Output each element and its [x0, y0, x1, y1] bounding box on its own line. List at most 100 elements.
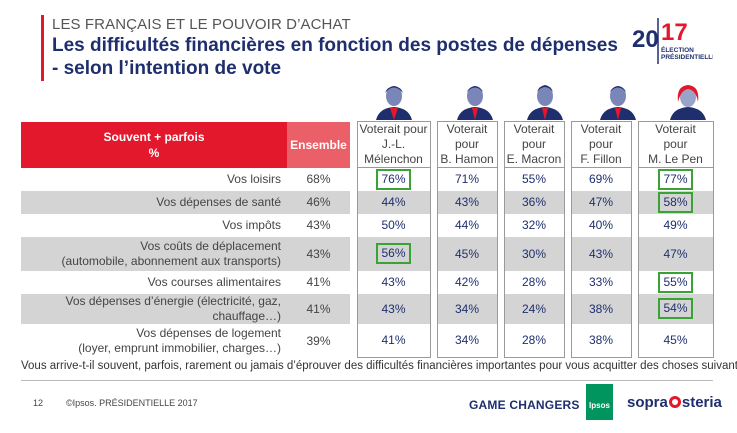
cell-ensemble: 41% [287, 293, 350, 324]
results-table: Souvent + parfois % Ensemble Voterait po… [21, 121, 714, 358]
row-label-line-2: (loyer, emprunt immobilier, charges…) [78, 340, 281, 355]
cell-melenchon: 43% [356, 270, 431, 294]
cell-melenchon: 50% [356, 213, 431, 237]
title-accent-bar [41, 15, 44, 81]
cell-ensemble: 68% [306, 172, 331, 186]
cell-ensemble: 43% [306, 218, 331, 232]
cell-le-pen: 54% [637, 293, 714, 324]
cell-macron: 30% [503, 236, 565, 271]
table-row: Vos courses alimentaires 41% 43% 42% 28%… [21, 270, 714, 294]
header-macron-l2: pour [521, 137, 547, 151]
table-row: Vos coûts de déplacement (automobile, ab… [21, 236, 714, 271]
portrait-le-pen [670, 85, 706, 120]
header-le-pen: Voterait pour M. Le Pen [637, 121, 714, 168]
header-hamon: Voterait pour B. Hamon [436, 121, 498, 168]
cell-le-pen: 49% [637, 213, 714, 237]
logo-year-a: 20 [632, 26, 659, 53]
cell-melenchon: 56% [356, 236, 431, 271]
cell-fillon: 43% [570, 236, 632, 271]
cell-macron: 36% [503, 190, 565, 214]
header-fillon-l1: Voterait [580, 122, 622, 136]
highlight-box: 55% [658, 271, 693, 293]
cell-melenchon: 44% [356, 190, 431, 214]
highlight-box: 56% [376, 243, 411, 264]
header-le-pen-l3: M. Le Pen [648, 152, 703, 166]
sopra-steria-logo: sopra steria [627, 394, 722, 411]
cell-fillon: 38% [570, 293, 632, 324]
row-label: Vos dépenses d’énergie (électricité, gaz… [21, 293, 287, 324]
header-macron-l3: E. Macron [506, 152, 562, 166]
cell-ensemble: 41% [306, 275, 331, 289]
cell-fillon: 38% [570, 323, 632, 358]
table-row: Vos dépenses de logement (loyer, emprunt… [21, 323, 714, 358]
cell-hamon: 45% [436, 236, 498, 271]
survey-question: Vous arrive-t-il souvent, parfois, rarem… [21, 360, 737, 372]
logo-caption-2: PRÉSIDENTIELLE [661, 52, 713, 61]
cell-melenchon: 76% [356, 167, 431, 191]
header-melenchon: Voterait pour J.-L. Mélenchon [356, 121, 431, 168]
row-label: Vos courses alimentaires [147, 274, 281, 289]
cell-macron: 28% [503, 270, 565, 294]
cell-hamon: 34% [436, 293, 498, 324]
cell-hamon: 44% [436, 213, 498, 237]
table-row: Vos loisirs 68% 76% 71% 55% 69% 77% [21, 167, 714, 191]
row-label: Vos loisirs [226, 171, 281, 186]
logo-caption-1: ÉLECTION [661, 45, 694, 54]
header-main-line-2: % [148, 145, 160, 160]
highlight-box: 58% [658, 191, 693, 213]
cell-hamon: 42% [436, 270, 498, 294]
cell-le-pen: 47% [637, 236, 714, 271]
cell-le-pen: 77% [637, 167, 714, 191]
game-changers-logo: GAME CHANGERS [469, 398, 580, 412]
portrait-macron [527, 85, 563, 120]
header-fillon-l3: F. Fillon [580, 152, 622, 166]
header-le-pen-l1: Voterait [655, 122, 696, 136]
cell-macron: 24% [503, 293, 565, 324]
row-label-line-1: Vos dépenses de logement [136, 325, 281, 340]
cell-melenchon: 41% [356, 323, 431, 358]
cell-macron: 28% [503, 323, 565, 358]
title-line-1: Les difficultés financières en fonction … [52, 35, 618, 56]
cell-hamon: 43% [436, 190, 498, 214]
table-row: Vos impôts 43% 50% 44% 32% 40% 49% [21, 213, 714, 237]
cell-ensemble: 43% [287, 236, 350, 271]
highlight-box: 77% [658, 168, 693, 190]
header-main-line-1: Souvent + parfois [103, 129, 205, 144]
cell-fillon: 33% [570, 270, 632, 294]
cell-ensemble: 46% [287, 190, 350, 214]
cell-ensemble: 39% [306, 333, 331, 348]
row-label: Vos impôts [222, 217, 281, 232]
header-ensemble: Ensemble [287, 121, 350, 168]
header-souvent-parfois: Souvent + parfois % [21, 121, 287, 168]
header-melenchon-l3: Mélenchon [364, 152, 423, 166]
page-number: 12 [33, 398, 44, 408]
cell-fillon: 47% [570, 190, 632, 214]
header-melenchon-l2: J.-L. [381, 137, 406, 151]
highlight-box: 54% [658, 298, 693, 319]
cell-le-pen: 45% [637, 323, 714, 358]
row-label: Vos dépenses de santé [21, 190, 287, 214]
cell-fillon: 40% [570, 213, 632, 237]
logo-year-b: 17 [661, 19, 688, 46]
ipsos-logo: Ipsos [586, 384, 613, 420]
header-hamon-l1: Voterait [446, 122, 488, 136]
table-row: Vos dépenses d’énergie (électricité, gaz… [21, 293, 714, 324]
header-fillon-l2: pour [588, 137, 614, 151]
portrait-melenchon [376, 86, 412, 120]
cell-hamon: 34% [436, 323, 498, 358]
cell-le-pen: 55% [637, 270, 714, 294]
row-label-line-1: Vos coûts de déplacement [140, 238, 281, 253]
page-title: Les difficultés financières en fonction … [52, 34, 618, 80]
header-macron: Voterait pour E. Macron [503, 121, 565, 168]
header-le-pen-l2: pour [663, 137, 688, 151]
header-fillon: Voterait pour F. Fillon [570, 121, 632, 168]
title-line-2: - selon l’intention de vote [52, 58, 282, 79]
row-label-line-2: (automobile, abonnement aux transports) [61, 253, 281, 268]
cell-macron: 55% [503, 167, 565, 191]
header-hamon-l2: pour [454, 137, 480, 151]
cell-le-pen: 58% [637, 190, 714, 214]
row-label: Vos dépenses de logement (loyer, emprunt… [21, 324, 287, 358]
cell-fillon: 69% [570, 167, 632, 191]
steria-text: steria [681, 394, 722, 411]
table-header-row: Souvent + parfois % Ensemble Voterait po… [21, 121, 714, 168]
